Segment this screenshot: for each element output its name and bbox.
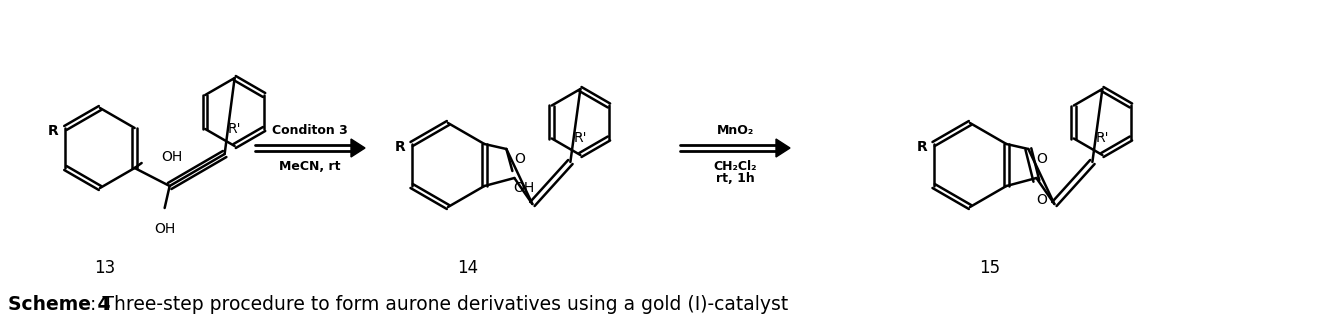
Text: Scheme 4: Scheme 4 <box>8 295 110 315</box>
Text: R': R' <box>228 122 242 136</box>
Text: R: R <box>917 140 927 154</box>
Polygon shape <box>775 139 790 157</box>
Text: 14: 14 <box>457 259 478 277</box>
Text: R': R' <box>574 131 587 145</box>
Text: R': R' <box>1095 131 1109 145</box>
Text: O: O <box>1036 152 1047 166</box>
Text: 13: 13 <box>94 259 116 277</box>
Text: : Three-step procedure to form aurone derivatives using a gold (I)-catalyst: : Three-step procedure to form aurone de… <box>90 295 788 315</box>
Text: MnO₂: MnO₂ <box>716 123 754 136</box>
Text: Conditon 3: Conditon 3 <box>271 123 348 136</box>
Text: OH: OH <box>513 181 535 195</box>
Text: O: O <box>513 152 524 166</box>
Text: OH: OH <box>155 222 175 236</box>
Text: MeCN, rt: MeCN, rt <box>280 159 341 172</box>
Text: O: O <box>1036 193 1047 207</box>
Text: CH₂Cl₂: CH₂Cl₂ <box>714 159 757 172</box>
Text: 15: 15 <box>980 259 1000 277</box>
Text: R: R <box>394 140 405 154</box>
Text: R: R <box>48 124 59 138</box>
Text: rt, 1h: rt, 1h <box>715 171 754 184</box>
Polygon shape <box>351 139 366 157</box>
Text: OH: OH <box>161 150 183 164</box>
